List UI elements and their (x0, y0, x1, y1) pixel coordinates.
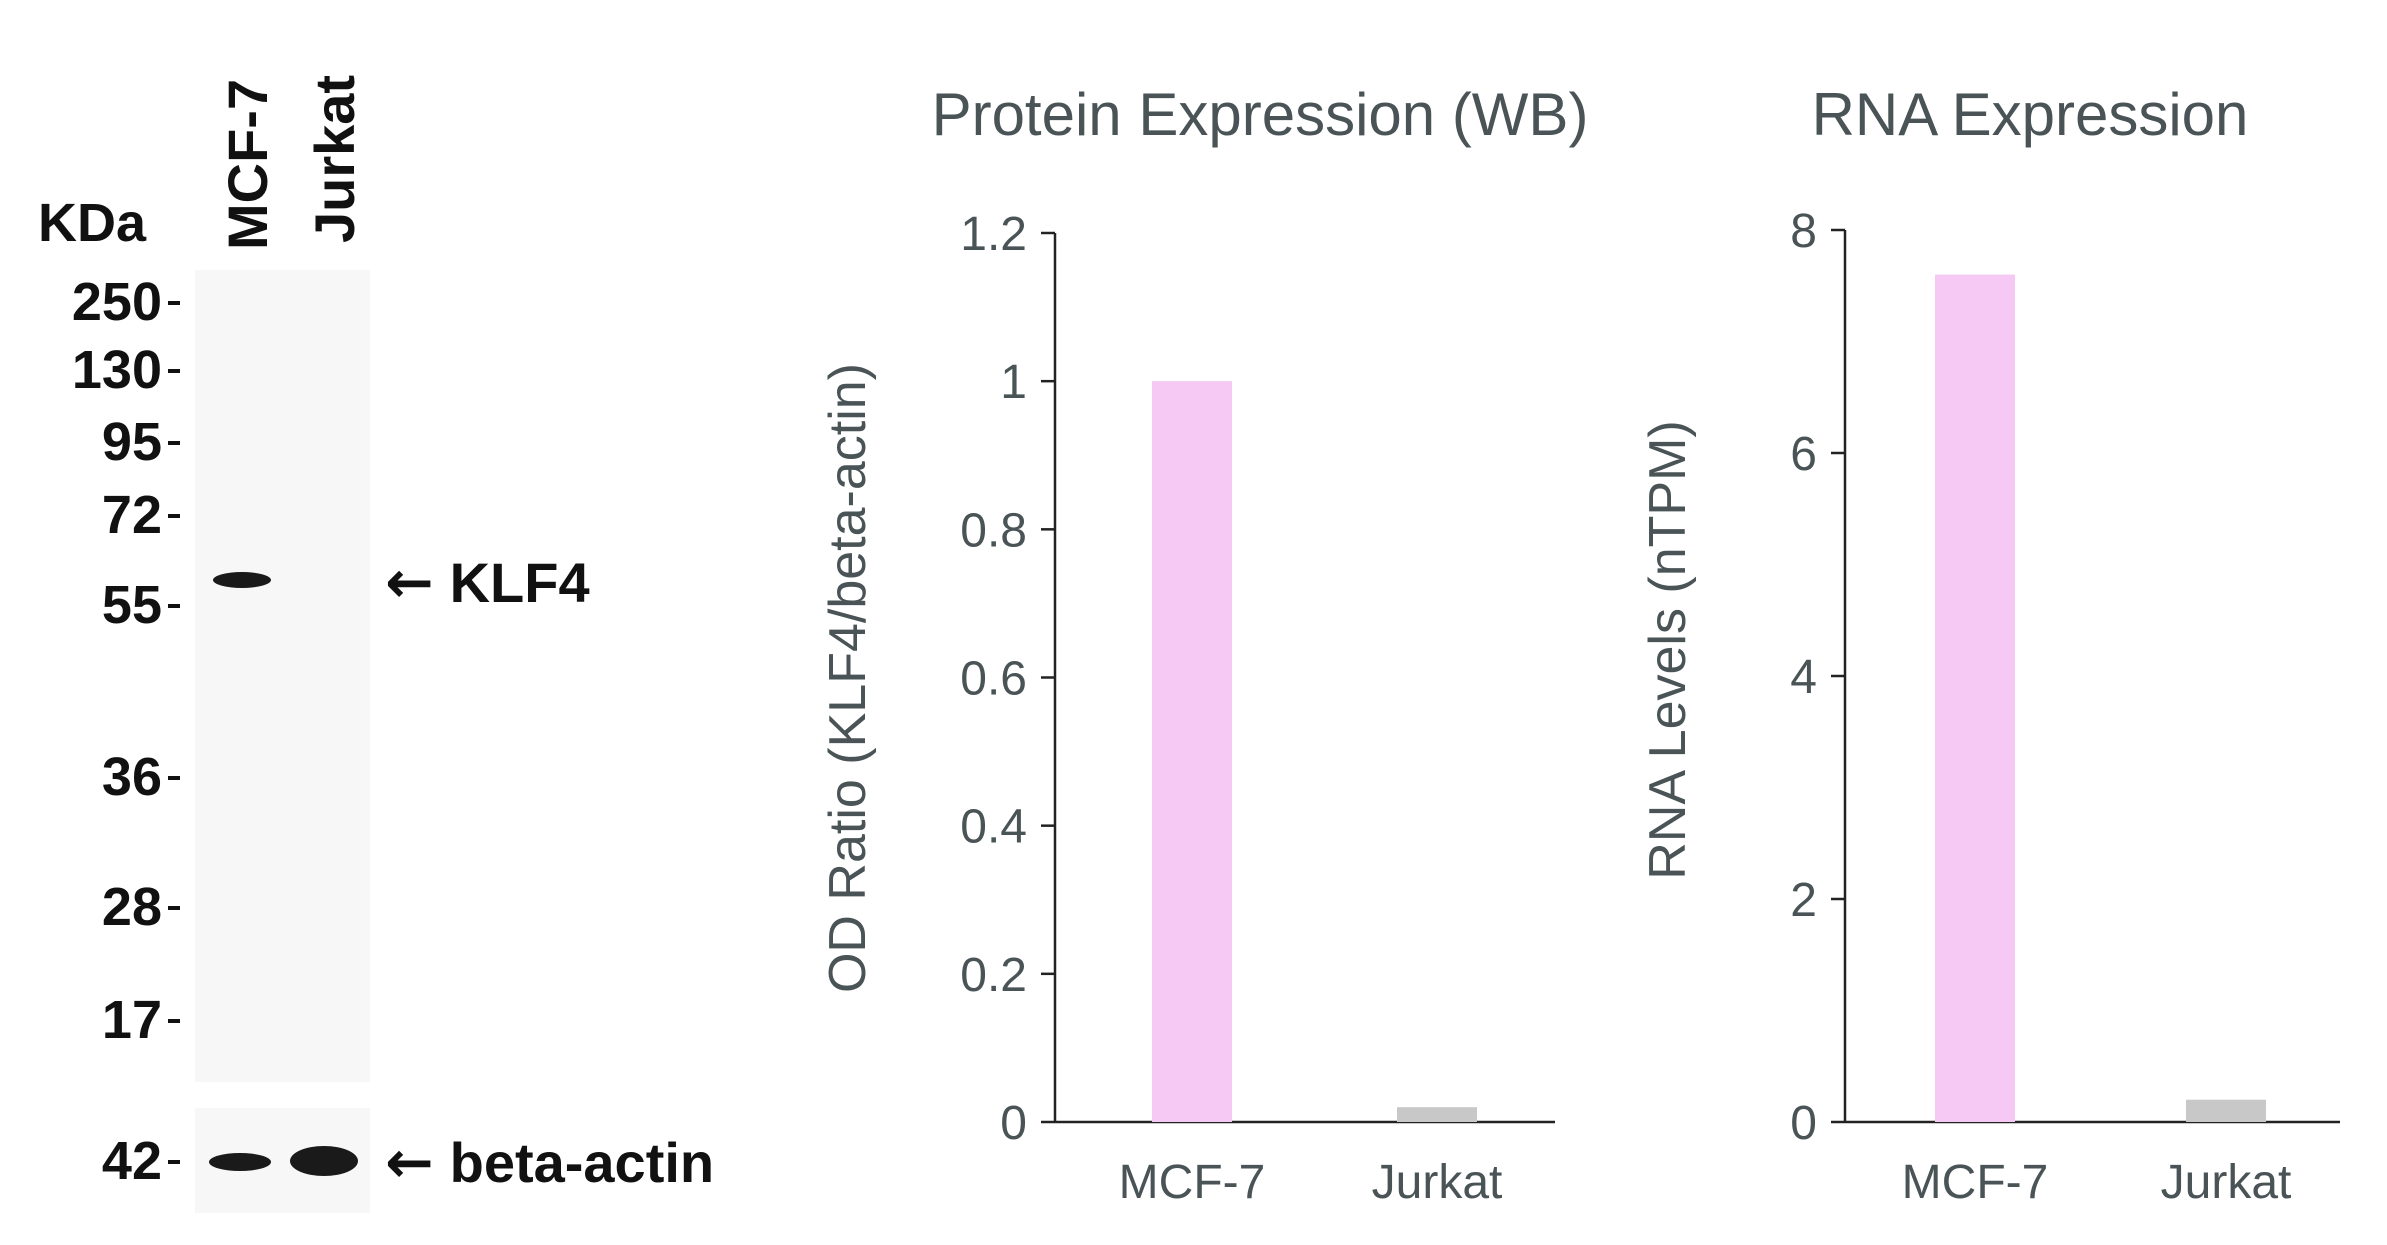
lane-label-mcf7: MCF-7 (216, 78, 279, 250)
blot-membrane-klf4 (195, 270, 370, 1082)
marker-tick (168, 1160, 180, 1164)
y-tick-label: 2 (1790, 874, 1817, 927)
actin-band-jurkat (290, 1146, 358, 1176)
y-tick-label: 0.2 (960, 949, 1027, 1002)
western-blot: MCF-7 Jurkat KDa 250 130 95 72 55 36 28 … (0, 0, 780, 1245)
marker-label: 55 (101, 575, 162, 635)
y-tick-label: 0.8 (960, 504, 1027, 557)
plot-area: 0 2 4 6 8 MCF-7 Jurkat (1790, 205, 2340, 1209)
marker-row: 28 (0, 877, 180, 937)
marker-row: 55 (0, 575, 180, 635)
y-tick-label: 1 (1000, 356, 1027, 409)
klf4-label: KLF4 (449, 551, 590, 614)
beta-actin-annotation: ← beta-actin (385, 1128, 714, 1196)
marker-tick (168, 514, 180, 518)
klf4-annotation: ← KLF4 (385, 548, 590, 616)
marker-row: 17 (0, 990, 180, 1050)
y-tick-label: 8 (1790, 205, 1817, 258)
marker-tick (168, 1019, 180, 1023)
y-tick-label: 0.4 (960, 801, 1027, 854)
marker-tick (168, 604, 180, 608)
y-tick-label: 0 (1000, 1097, 1027, 1150)
x-tick-label: MCF-7 (1119, 1156, 1266, 1209)
bar-jurkat (1397, 1107, 1477, 1122)
marker-row: 95 (0, 412, 180, 472)
marker-row: 130 (0, 340, 180, 400)
marker-tick (168, 301, 180, 305)
y-tick-label: 0.6 (960, 653, 1027, 706)
arrow-left-icon: ← (385, 1128, 434, 1196)
marker-label: 95 (101, 412, 162, 472)
marker-label-loading: 42 (101, 1131, 162, 1191)
beta-actin-label: beta-actin (449, 1131, 715, 1194)
lane-label-jurkat: Jurkat (303, 74, 366, 243)
marker-label: 28 (101, 877, 162, 937)
marker-label: 72 (101, 485, 162, 545)
bar-jurkat (2186, 1099, 2266, 1122)
marker-tick (168, 776, 180, 780)
y-axis-label: OD Ratio (KLF4/beta-actin) (820, 363, 877, 993)
rna-expression-chart: RNA Expression RNA Levels (nTPM) 0 2 4 6 8 MC… (1639, 81, 2340, 1209)
y-tick-label: 1.2 (960, 208, 1027, 261)
marker-tick (168, 441, 180, 445)
marker-row: 250 (0, 272, 180, 332)
protein-expression-chart: Protein Expression (WB) OD Ratio (KLF4/b… (820, 81, 1589, 1209)
chart-title: Protein Expression (WB) (932, 81, 1589, 148)
marker-label: 250 (71, 272, 162, 332)
marker-label: 36 (101, 747, 162, 807)
kda-label: KDa (38, 193, 147, 253)
marker-row: 72 (0, 485, 180, 545)
actin-band-mcf7 (209, 1153, 271, 1171)
marker-row: 36 (0, 747, 180, 807)
marker-tick (168, 369, 180, 373)
klf4-band (213, 572, 271, 588)
y-tick-label: 6 (1790, 428, 1817, 481)
chart-title: RNA Expression (1812, 81, 2249, 148)
y-tick-label: 4 (1790, 651, 1817, 704)
bar-mcf-7 (1935, 274, 2015, 1123)
y-tick-label: 0 (1790, 1097, 1817, 1150)
x-tick-label: Jurkat (1372, 1156, 1503, 1209)
arrow-left-icon: ← (385, 548, 434, 616)
plot-area: 0 0.2 0.4 0.6 0.8 1 1.2 MCF-7 Jurkat (960, 208, 1555, 1209)
x-tick-label: MCF-7 (1902, 1156, 2049, 1209)
marker-row-loading: 42 (0, 1131, 180, 1191)
marker-label: 130 (71, 340, 162, 400)
marker-tick (168, 906, 180, 910)
x-tick-label: Jurkat (2161, 1156, 2292, 1209)
bar-mcf-7 (1152, 381, 1232, 1123)
marker-label: 17 (101, 990, 162, 1050)
y-axis-label: RNA Levels (nTPM) (1639, 420, 1697, 879)
